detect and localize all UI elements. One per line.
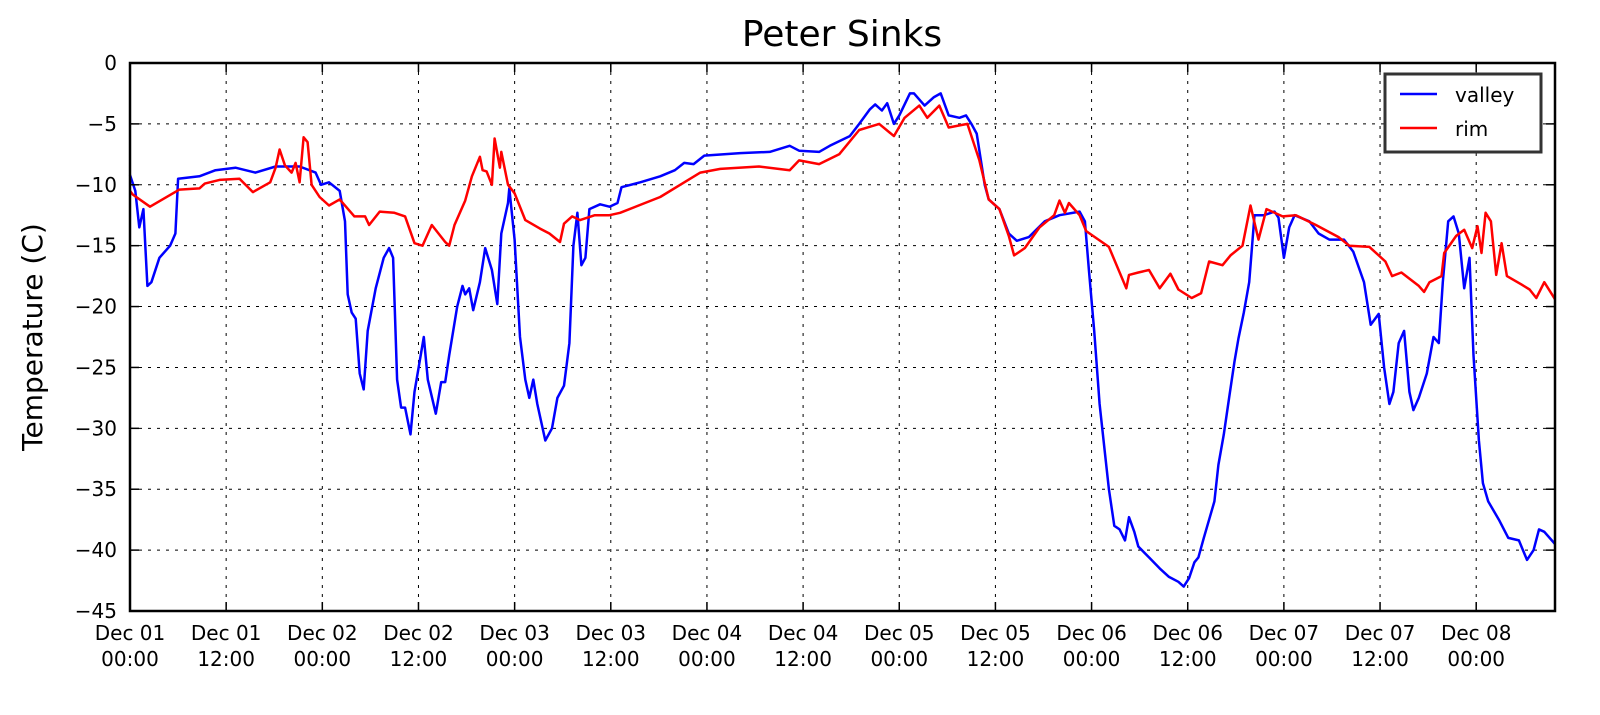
x-tick-label-date: Dec 02 bbox=[383, 621, 454, 645]
y-axis-label: Temperature (C) bbox=[16, 223, 49, 452]
x-tick-label-time: 00:00 bbox=[486, 647, 544, 671]
y-tick-label: −20 bbox=[75, 295, 117, 319]
legend-label-valley: valley bbox=[1455, 83, 1515, 107]
x-tick-label-date: Dec 01 bbox=[95, 621, 166, 645]
y-tick-label: −35 bbox=[75, 477, 117, 501]
x-tick-label-date: Dec 03 bbox=[576, 621, 647, 645]
x-tick-label-date: Dec 08 bbox=[1441, 621, 1512, 645]
y-tick-label: −5 bbox=[88, 112, 117, 136]
x-tick-label-time: 00:00 bbox=[1447, 647, 1505, 671]
x-tick-label-time: 00:00 bbox=[101, 647, 159, 671]
x-tick-label-date: Dec 04 bbox=[768, 621, 839, 645]
y-tick-label: −15 bbox=[75, 234, 117, 258]
x-tick-label-time: 12:00 bbox=[967, 647, 1025, 671]
x-tick-label-time: 12:00 bbox=[197, 647, 255, 671]
x-tick-label-date: Dec 02 bbox=[287, 621, 358, 645]
x-tick-label-time: 12:00 bbox=[1159, 647, 1217, 671]
series-line-rim bbox=[129, 104, 1557, 300]
x-tick-label-date: Dec 07 bbox=[1249, 621, 1320, 645]
series-lines bbox=[128, 92, 1557, 588]
grid bbox=[129, 62, 1555, 612]
y-tick-label: −25 bbox=[75, 355, 117, 379]
y-tick-label: −10 bbox=[75, 173, 117, 197]
x-tick-label-date: Dec 03 bbox=[479, 621, 550, 645]
x-tick-label-time: 12:00 bbox=[1351, 647, 1409, 671]
x-tick-label-date: Dec 05 bbox=[864, 621, 935, 645]
y-tick-label: −30 bbox=[75, 416, 117, 440]
y-tick-label: −40 bbox=[75, 538, 117, 562]
x-tick-label-time: 00:00 bbox=[678, 647, 736, 671]
y-tick-label: −45 bbox=[75, 599, 117, 623]
legend-label-rim: rim bbox=[1455, 117, 1488, 141]
legend: valley rim bbox=[1383, 72, 1543, 154]
x-tick-label-date: Dec 06 bbox=[1152, 621, 1223, 645]
series-line-valley bbox=[128, 92, 1556, 588]
x-tick-label-time: 00:00 bbox=[1063, 647, 1121, 671]
x-tick-label-date: Dec 07 bbox=[1345, 621, 1416, 645]
x-tick-label-date: Dec 05 bbox=[960, 621, 1031, 645]
y-tick-label: 0 bbox=[104, 51, 117, 75]
x-tick-label-time: 00:00 bbox=[1255, 647, 1313, 671]
chart-title: Peter Sinks bbox=[742, 14, 942, 55]
legend-box bbox=[1383, 72, 1543, 154]
x-tick-label-time: 12:00 bbox=[582, 647, 640, 671]
x-tick-label-time: 00:00 bbox=[870, 647, 928, 671]
x-tick-label-time: 12:00 bbox=[390, 647, 448, 671]
x-tick-label-date: Dec 06 bbox=[1056, 621, 1127, 645]
x-tick-label-date: Dec 04 bbox=[672, 621, 743, 645]
x-tick-label-time: 00:00 bbox=[293, 647, 351, 671]
x-tick-label-date: Dec 01 bbox=[191, 621, 262, 645]
x-tick-label-time: 12:00 bbox=[774, 647, 832, 671]
plot-frame bbox=[128, 61, 1557, 613]
